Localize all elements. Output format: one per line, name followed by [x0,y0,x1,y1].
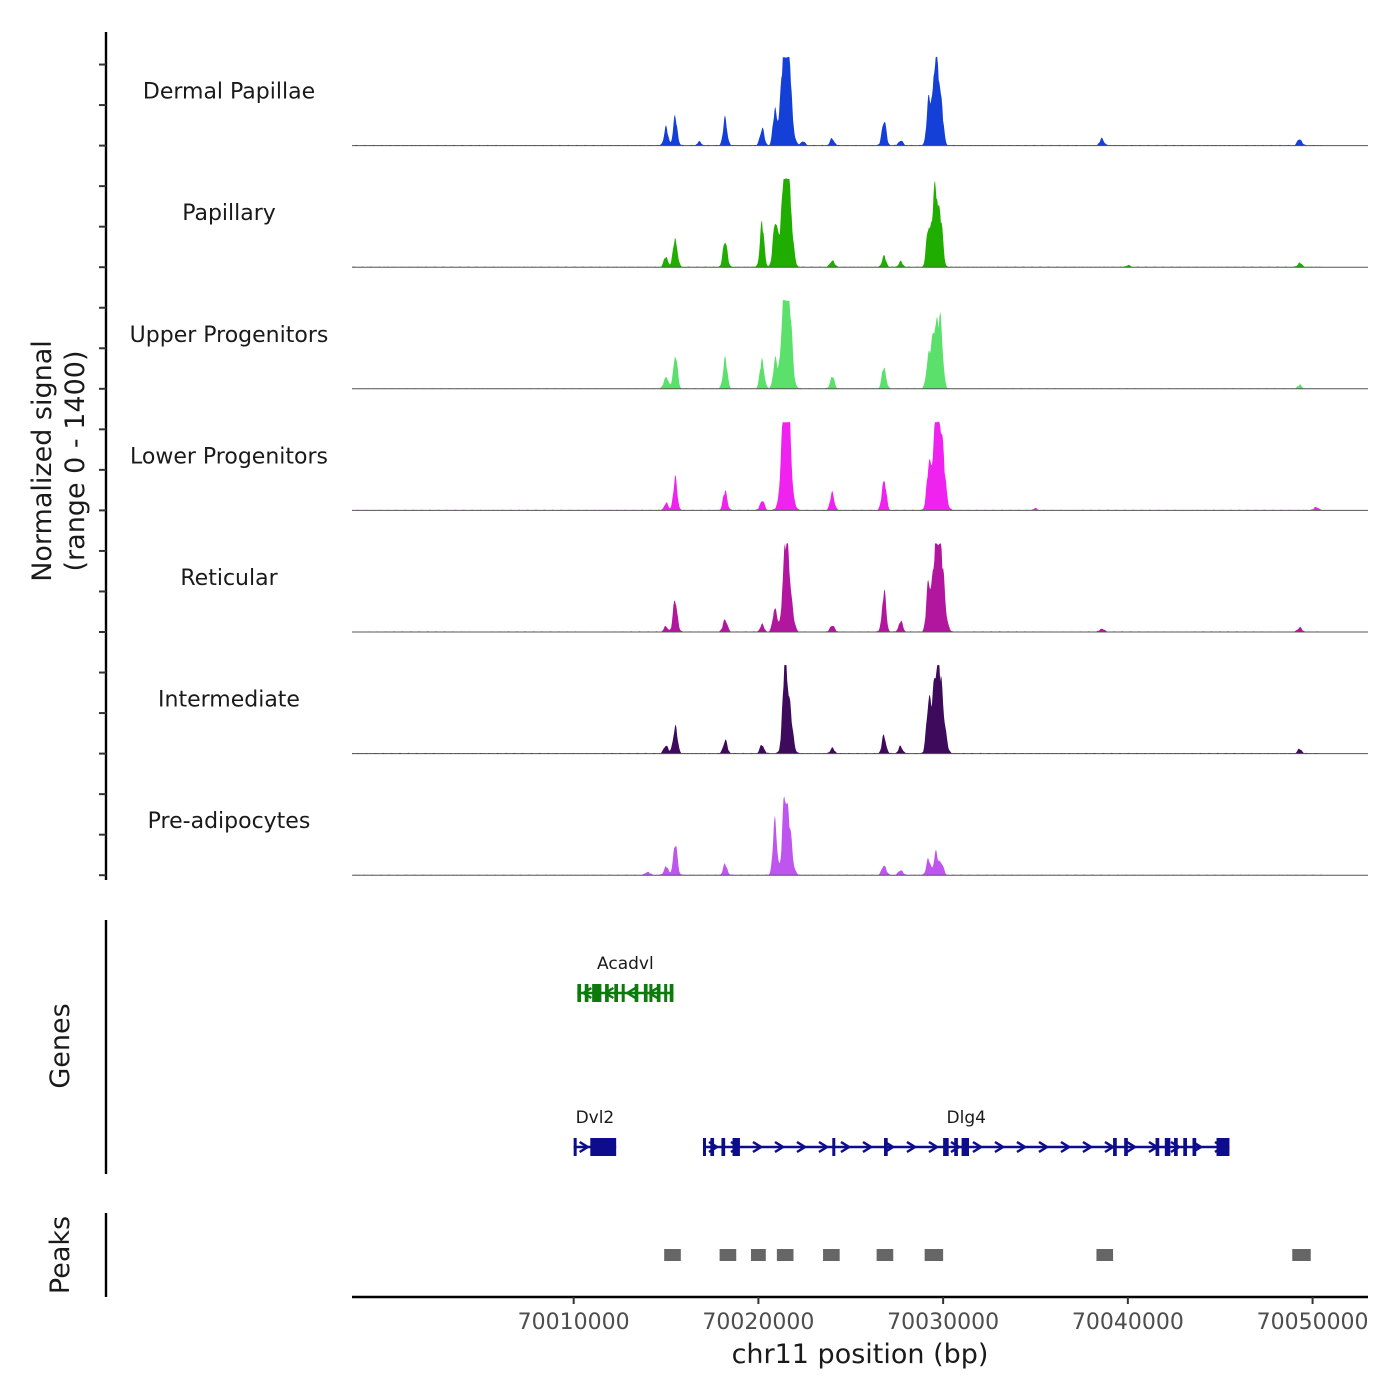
gene-exon [664,984,668,1002]
peak-region [823,1249,840,1261]
peaks-panel-title: Peaks [45,1216,76,1294]
genes-panel-title: Genes [45,1003,76,1088]
peak-region [1292,1249,1311,1261]
x-tick-label: 70040000 [1072,1310,1184,1335]
gene-exon [1155,1138,1160,1156]
peak-region [664,1249,681,1261]
strand-chevron [1082,1140,1094,1154]
gene-exon [592,984,602,1002]
gene-exon [832,1138,836,1156]
y-axis-title-line1: Normalized signal [27,340,58,582]
strand-chevron [625,986,637,1000]
gene-annotation-panel: Acadvl Dvl2 Dlg4 [104,920,1230,1174]
strand-chevron [972,1140,984,1154]
x-axis: 70010000 70020000 70030000 70040000 70050000 [352,1295,1369,1335]
x-tick-label: 70050000 [1257,1310,1369,1335]
track-label: Upper Progenitors [130,323,329,348]
strand-chevron [581,986,593,1000]
peak-region [876,1249,894,1261]
gene-exon [577,984,582,1002]
x-axis-title: chr11 position (bp) [732,1339,989,1370]
gene-exon [954,1138,958,1156]
track-label: Intermediate [158,688,300,713]
gene-exon [1192,1138,1197,1156]
signal-area [352,543,1322,632]
gene-exon [634,984,639,1002]
track-label: Papillary [182,201,276,226]
strand-chevron [1060,1140,1072,1154]
y-axis-title-line2: (range 0 - 1400) [60,351,91,572]
track-label: Pre-adipocytes [148,809,311,834]
gene-exon [1216,1138,1230,1156]
strand-chevron [1170,1140,1182,1154]
peak-region [1096,1249,1114,1261]
signal-area [352,178,1322,268]
strand-chevron [906,1140,918,1154]
gene-exon [1174,1138,1178,1156]
gene-exon [1113,1138,1117,1156]
gene-exon [614,984,619,1002]
track-label: Reticular [180,566,278,591]
gene-name-label: Dlg4 [947,1108,986,1128]
strand-chevron [994,1140,1006,1154]
x-tick-label: 70020000 [702,1310,814,1335]
strand-chevron [840,1140,852,1154]
x-tick-label: 70010000 [518,1310,630,1335]
strand-chevron [1126,1140,1138,1154]
track-label: Dermal Papillae [143,80,315,105]
gene-exon [961,1138,969,1156]
gene-exon [621,984,625,1002]
gene-name-label: Dvl2 [576,1108,615,1128]
strand-chevron [647,986,659,1000]
gene-exon [605,984,609,1002]
strand-chevron [579,1140,591,1154]
gene-exon [1124,1138,1128,1156]
x-tick-label: 70030000 [887,1310,999,1335]
peak-region [719,1249,737,1261]
gene-exon [732,1138,740,1156]
gene-exon [584,984,589,1002]
strand-chevron [796,1140,808,1154]
gene-exon [943,1138,949,1156]
signal-area [352,421,1322,511]
strand-chevron [752,1140,764,1154]
strand-chevron [818,1140,830,1154]
signal-tracks: Dermal Papillae Papillary Upper Progenitor… [99,32,1368,880]
gene-exon [1164,1138,1171,1156]
strand-chevron [774,1140,786,1154]
gene-exon [643,984,648,1002]
gene-exon [656,984,661,1002]
gene-exon [669,984,674,1002]
signal-area [352,665,1322,754]
gene-exon [590,1138,617,1156]
gene-exon [1183,1138,1187,1156]
peak-regions-panel [104,1213,1311,1297]
gene-exon [710,1138,715,1156]
gene-exon [649,984,653,1002]
strand-chevron [1104,1140,1116,1154]
signal-area [352,300,1322,389]
signal-area [352,796,1322,876]
gene-exon [884,1138,888,1156]
gene-exon [702,1138,706,1156]
strand-chevron [862,1140,874,1154]
gene-name-label: Acadvl [597,954,654,974]
strand-chevron [1016,1140,1028,1154]
strand-chevron [928,1140,940,1154]
track-label: Lower Progenitors [130,444,328,469]
peak-region [751,1249,766,1261]
gene-exon [721,1138,726,1156]
signal-area [352,56,1322,146]
strand-chevron [950,1140,962,1154]
peak-region [776,1249,794,1261]
strand-chevron [1038,1140,1050,1154]
gene-exon [573,1138,577,1156]
peak-region [924,1249,944,1261]
